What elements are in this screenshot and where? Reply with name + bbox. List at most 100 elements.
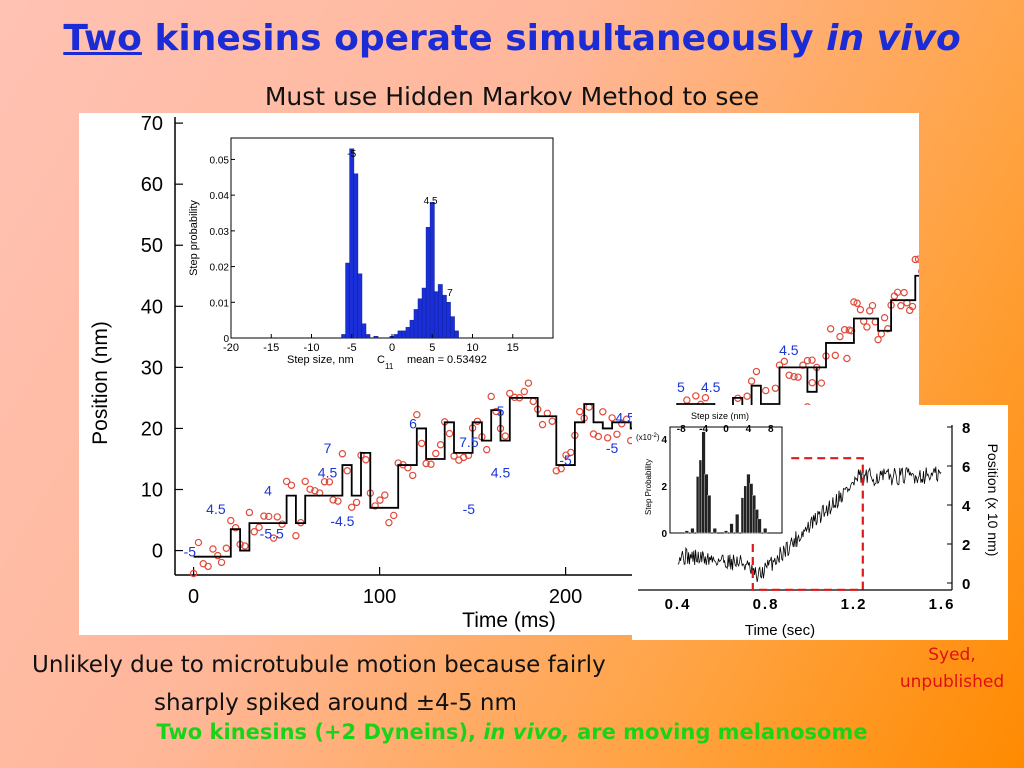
- syed-position-trace: [677, 466, 942, 582]
- data-point: [343, 467, 351, 475]
- syed-hist-bar: [707, 495, 712, 534]
- data-point: [334, 497, 342, 505]
- data-point: [204, 562, 212, 571]
- data-point: [445, 429, 454, 438]
- syed-x-axis-label: Time (sec): [745, 622, 815, 639]
- data-point: [338, 450, 347, 458]
- syed-hist-y-axis-label: Step Probability: [644, 459, 653, 515]
- hist-peak-label: 4.5: [424, 196, 438, 207]
- data-point: [529, 397, 537, 406]
- hist-y-tick-label: 0.05: [210, 155, 230, 166]
- data-point: [376, 496, 384, 504]
- data-point: [241, 542, 249, 550]
- title-italic: in vivo: [826, 18, 961, 59]
- syed-hist-y-tick-label: 4: [661, 435, 667, 446]
- syed-x-tick-label: 0.8: [753, 596, 780, 613]
- data-point: [362, 456, 370, 464]
- syed-hist-x-tick-label: -4: [699, 424, 708, 435]
- data-point: [348, 503, 356, 511]
- data-point: [227, 516, 235, 525]
- data-point: [381, 491, 389, 499]
- data-point: [422, 459, 430, 468]
- syed-hist-y-tick-label: 0: [661, 529, 667, 540]
- data-point: [538, 420, 547, 429]
- data-point: [743, 392, 751, 400]
- data-point: [245, 508, 254, 517]
- data-point: [492, 407, 500, 416]
- data-point: [803, 356, 812, 365]
- hist-x-tick-label: 10: [466, 342, 478, 354]
- hist-x-tick-label: 15: [507, 342, 519, 354]
- bottom-caption: Two kinesins (+2 Dyneins), in vivo, are …: [0, 720, 1024, 744]
- step-size-label: 4.5: [491, 464, 511, 480]
- step-size-label: -4.5: [330, 513, 354, 529]
- data-point: [483, 445, 491, 454]
- data-point: [217, 558, 226, 567]
- data-point: [808, 379, 816, 387]
- bottom-part-2: are moving melanosome: [569, 720, 868, 744]
- data-point: [877, 330, 886, 338]
- step-size-label: -5.5: [260, 525, 284, 541]
- x-tick-label: 200: [549, 586, 582, 608]
- y-tick-label: 0: [152, 541, 163, 563]
- data-point: [385, 518, 393, 527]
- data-point: [292, 532, 300, 540]
- syed-figure: 0.4 0.8 1.2 1.6 0 2 4 6 8 Time (sec) Position (x 1…: [632, 405, 1008, 640]
- step-size-label: -5: [606, 440, 619, 456]
- data-point: [273, 513, 281, 521]
- data-point: [325, 478, 334, 486]
- data-point: [843, 354, 851, 363]
- syed-hist-x-tick-label: 4: [746, 424, 752, 435]
- data-point: [618, 420, 626, 428]
- data-point: [409, 471, 417, 480]
- histogram-bar: [349, 148, 355, 339]
- data-point: [780, 357, 789, 366]
- data-point: [880, 314, 889, 322]
- step-size-label: 4.5: [701, 379, 721, 395]
- data-point: [520, 387, 529, 396]
- hist-x-axis-label: Step size, nm: [287, 354, 354, 366]
- histogram-bar: [365, 334, 371, 339]
- scale-close: ): [657, 433, 660, 442]
- data-point: [850, 298, 858, 306]
- step-size-label: 4.5: [779, 342, 799, 358]
- data-point: [352, 498, 361, 507]
- syed-x-tick-label: 1.2: [841, 596, 868, 613]
- histogram-bar: [401, 330, 407, 339]
- histogram-bar: [437, 284, 443, 339]
- data-point: [594, 432, 603, 441]
- y-tick-label: 30: [141, 357, 163, 379]
- syed-hist-bar: [735, 513, 740, 534]
- data-point: [506, 389, 514, 398]
- y-tick-label: 50: [141, 235, 163, 257]
- syed-y-tick-label: 8: [962, 420, 970, 437]
- histogram-bar: [413, 309, 419, 339]
- hist-peak-label: 7: [447, 288, 453, 299]
- data-point: [417, 439, 426, 448]
- hist-y-tick-label: 0: [223, 334, 229, 345]
- step-size-label: 5: [497, 403, 505, 419]
- histogram-bar: [421, 287, 427, 339]
- histogram-bar: [417, 298, 423, 339]
- data-point: [683, 396, 691, 404]
- data-point: [432, 449, 440, 458]
- data-point: [790, 372, 798, 381]
- data-point: [194, 538, 203, 547]
- syed-y-tick-label: 2: [962, 537, 970, 554]
- data-point: [473, 417, 482, 425]
- step-size-label: 5: [677, 379, 685, 395]
- title-plain: kinesins operate simultaneously: [141, 18, 827, 59]
- bottom-part-1: Two kinesins (+2 Dyneins),: [156, 720, 484, 744]
- histogram-bar: [425, 227, 431, 339]
- histogram-bar: [445, 302, 451, 339]
- data-point: [209, 545, 217, 553]
- y-tick-label: 10: [141, 480, 163, 502]
- data-point: [868, 301, 877, 310]
- data-point: [576, 407, 584, 416]
- note-text: Unlikely due to microtubule motion becau…: [32, 646, 752, 722]
- hist-y-axis-label: Step probability: [188, 200, 200, 276]
- syed-hist-x-axis-label: Step size (nm): [691, 411, 749, 421]
- hist-caption-c: C: [377, 354, 385, 366]
- data-point: [856, 305, 865, 314]
- data-point: [250, 528, 258, 536]
